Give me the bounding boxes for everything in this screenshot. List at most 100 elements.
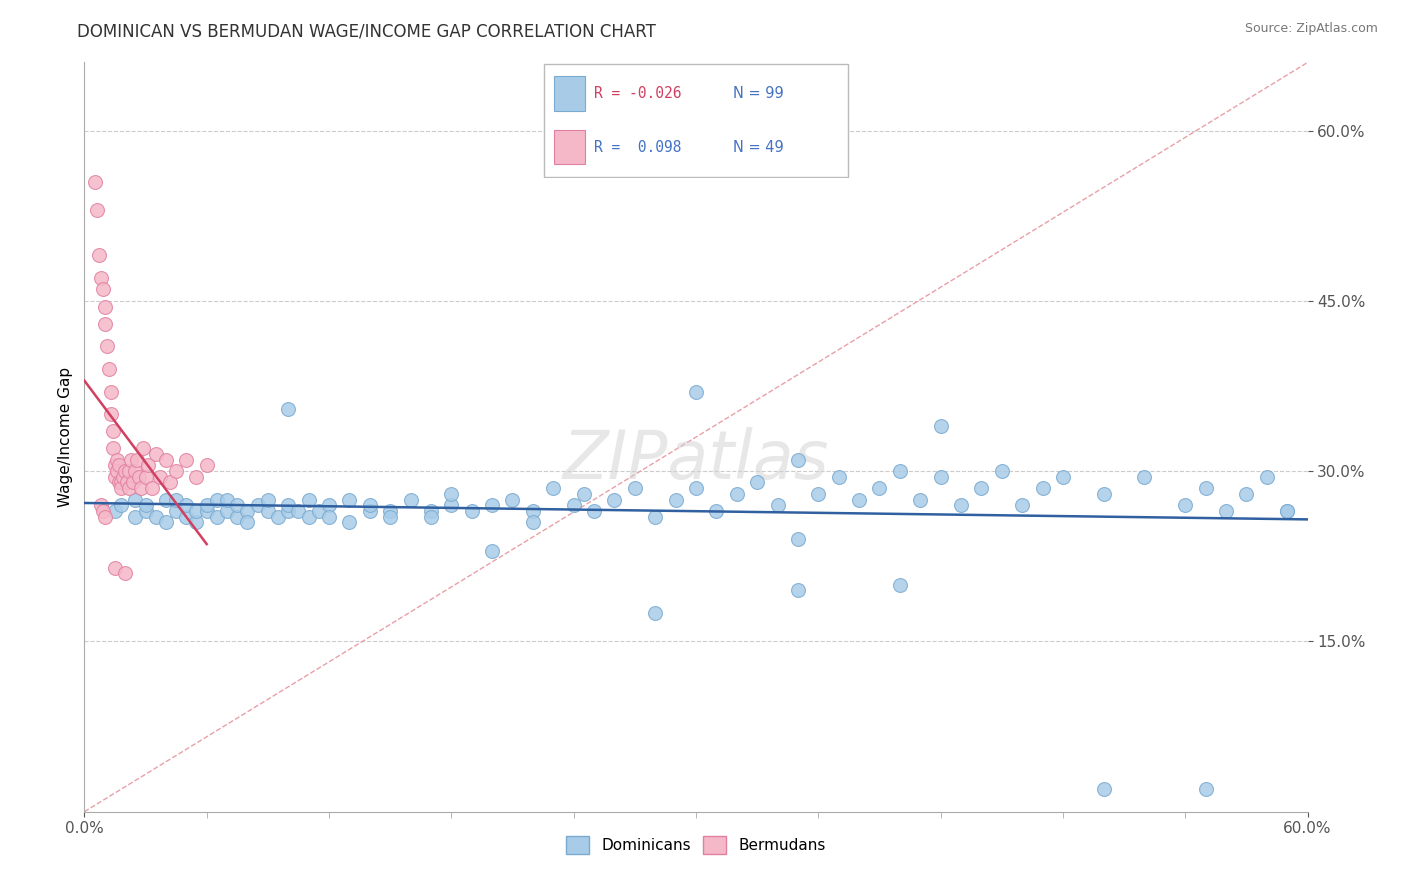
Point: [644, 606, 666, 620]
Point: [174, 452, 197, 467]
Point: [624, 481, 647, 495]
Point: [127, 452, 149, 467]
Point: [105, 464, 128, 478]
Point: [287, 504, 309, 518]
Point: [562, 498, 585, 512]
Point: [950, 498, 973, 512]
Text: DOMINICAN VS BERMUDAN WAGE/INCOME GAP CORRELATION CHART: DOMINICAN VS BERMUDAN WAGE/INCOME GAP CO…: [77, 22, 657, 40]
Point: [257, 504, 280, 518]
Point: [110, 498, 132, 512]
Point: [1174, 498, 1197, 512]
Point: [665, 492, 688, 507]
Point: [583, 504, 606, 518]
Point: [481, 498, 503, 512]
Point: [104, 458, 127, 473]
Point: [970, 481, 993, 495]
Point: [195, 498, 218, 512]
Point: [91, 504, 114, 518]
Point: [318, 498, 340, 512]
Point: [910, 492, 932, 507]
Point: [1032, 481, 1054, 495]
Point: [131, 481, 153, 495]
Point: [461, 504, 484, 518]
Point: [105, 452, 128, 467]
Point: [1236, 487, 1258, 501]
Text: R = -0.026: R = -0.026: [593, 87, 682, 102]
Point: [226, 509, 249, 524]
Point: [889, 464, 911, 478]
Point: [277, 401, 299, 416]
Point: [91, 283, 114, 297]
Point: [96, 339, 118, 353]
Point: [101, 442, 124, 456]
Point: [104, 560, 127, 574]
Point: [205, 492, 228, 507]
Point: [828, 470, 851, 484]
Point: [108, 458, 131, 473]
Point: [165, 504, 187, 518]
Point: [93, 300, 115, 314]
Point: [1092, 487, 1115, 501]
Point: [165, 464, 187, 478]
Point: [991, 464, 1014, 478]
Bar: [554, 77, 585, 112]
Point: [787, 533, 810, 547]
Point: [145, 447, 167, 461]
Point: [787, 452, 810, 467]
Point: [1256, 470, 1278, 484]
Point: [246, 498, 269, 512]
Point: [174, 509, 197, 524]
Point: [97, 362, 120, 376]
Point: [83, 175, 105, 189]
Point: [236, 515, 259, 529]
Point: [359, 498, 381, 512]
Point: [135, 470, 157, 484]
Point: [603, 492, 626, 507]
Point: [267, 509, 290, 524]
Point: [869, 481, 891, 495]
Point: [90, 498, 112, 512]
FancyBboxPatch shape: [544, 63, 848, 178]
Point: [257, 492, 280, 507]
Point: [308, 504, 330, 518]
Point: [787, 583, 810, 598]
Point: [141, 481, 163, 495]
Point: [136, 458, 159, 473]
Point: [159, 475, 181, 490]
Point: [1215, 504, 1237, 518]
Point: [747, 475, 769, 490]
Point: [110, 475, 132, 490]
Point: [145, 509, 167, 524]
Point: [114, 464, 136, 478]
Point: [155, 515, 177, 529]
Point: [848, 492, 870, 507]
Point: [112, 470, 135, 484]
Point: [543, 481, 565, 495]
Point: [644, 509, 666, 524]
Point: [1277, 504, 1299, 518]
Point: [318, 509, 340, 524]
Point: [124, 509, 146, 524]
Point: [217, 492, 239, 507]
Y-axis label: Wage/Income Gap: Wage/Income Gap: [58, 367, 73, 508]
Point: [90, 271, 112, 285]
Point: [1195, 782, 1218, 797]
Point: [502, 492, 524, 507]
Point: [380, 504, 402, 518]
Point: [1092, 782, 1115, 797]
Point: [522, 504, 544, 518]
Point: [766, 498, 789, 512]
Point: [440, 498, 463, 512]
Point: [195, 458, 218, 473]
Point: [685, 481, 707, 495]
Legend: Dominicans, Bermudans: Dominicans, Bermudans: [560, 830, 832, 860]
Point: [440, 487, 463, 501]
Text: N = 99: N = 99: [733, 87, 783, 102]
Point: [277, 504, 299, 518]
Point: [226, 498, 249, 512]
Point: [118, 481, 141, 495]
Point: [155, 492, 177, 507]
Point: [149, 470, 172, 484]
Point: [380, 509, 402, 524]
Point: [420, 504, 443, 518]
